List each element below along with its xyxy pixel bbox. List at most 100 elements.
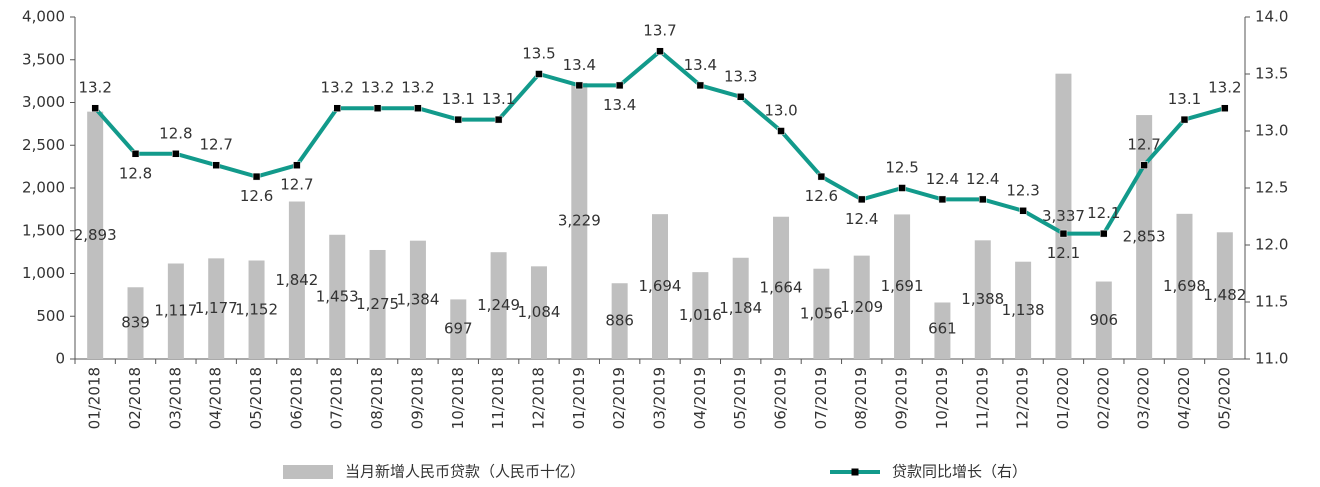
line-value-label: 13.4 bbox=[563, 56, 596, 74]
line-value-label: 13.2 bbox=[1208, 79, 1241, 97]
line-value-label: 12.3 bbox=[1006, 181, 1039, 199]
bar bbox=[329, 234, 346, 359]
legend-label: 贷款同比增长（右） bbox=[892, 463, 1027, 481]
line-value-label: 12.6 bbox=[240, 187, 273, 205]
bar-value-label: 906 bbox=[1089, 311, 1118, 329]
bar-value-label: 1,453 bbox=[316, 287, 359, 305]
x-tick-label: 09/2018 bbox=[408, 367, 426, 429]
bar-value-label: 1,184 bbox=[719, 299, 762, 317]
bar bbox=[1216, 232, 1233, 359]
bar-value-label: 3,229 bbox=[558, 211, 601, 229]
bar bbox=[127, 287, 144, 359]
line-value-label: 12.7 bbox=[200, 136, 233, 154]
y-tick-label: 1,500 bbox=[22, 221, 65, 239]
x-tick-label: 02/2018 bbox=[126, 367, 144, 429]
bar bbox=[530, 266, 547, 359]
x-tick-label: 06/2019 bbox=[772, 367, 790, 429]
x-tick-label: 07/2019 bbox=[812, 367, 830, 429]
y-tick-label: 2,000 bbox=[22, 179, 65, 197]
y2-tick-label: 12.5 bbox=[1255, 179, 1288, 197]
line-marker bbox=[212, 161, 220, 169]
x-tick-label: 06/2018 bbox=[287, 367, 305, 429]
bar bbox=[732, 257, 749, 359]
x-tick-label: 02/2019 bbox=[610, 367, 628, 429]
y-tick-label: 3,000 bbox=[22, 93, 65, 111]
bar bbox=[248, 260, 265, 359]
line-marker bbox=[656, 47, 664, 55]
line-marker bbox=[333, 104, 341, 112]
bar-value-label: 1,249 bbox=[477, 296, 520, 314]
x-tick-label: 03/2020 bbox=[1135, 367, 1153, 429]
line-value-label: 13.2 bbox=[361, 79, 394, 97]
bar-value-label: 1,842 bbox=[275, 271, 318, 289]
line-value-label: 12.4 bbox=[845, 210, 878, 228]
x-tick-label: 12/2018 bbox=[529, 367, 547, 429]
x-tick-label: 08/2018 bbox=[368, 367, 386, 429]
line-marker bbox=[535, 70, 543, 78]
line-value-label: 13.4 bbox=[684, 56, 717, 74]
x-tick-label: 04/2020 bbox=[1175, 367, 1193, 429]
line-value-label: 13.4 bbox=[603, 96, 636, 114]
bar-value-label: 2,853 bbox=[1123, 228, 1166, 246]
x-tick-label: 10/2018 bbox=[449, 367, 467, 429]
y2-tick-label: 11.5 bbox=[1255, 293, 1288, 311]
line-marker bbox=[1019, 207, 1027, 215]
bar-value-label: 886 bbox=[605, 312, 634, 330]
legend-swatch bbox=[283, 465, 333, 479]
y-tick-label: 500 bbox=[36, 307, 65, 325]
bar bbox=[1095, 281, 1112, 359]
line-value-label: 13.2 bbox=[401, 79, 434, 97]
line-marker bbox=[575, 81, 584, 90]
x-tick-label: 05/2018 bbox=[247, 367, 265, 429]
x-tick-label: 04/2018 bbox=[207, 367, 225, 429]
bar bbox=[208, 258, 225, 359]
x-tick-label: 04/2019 bbox=[691, 367, 709, 429]
line-marker bbox=[172, 150, 180, 158]
line-value-label: 12.4 bbox=[966, 170, 999, 188]
y-tick-label: 0 bbox=[55, 350, 65, 368]
bar bbox=[692, 272, 709, 359]
line-value-label: 12.8 bbox=[119, 164, 152, 182]
bar-value-label: 1,698 bbox=[1163, 277, 1206, 295]
line-value-label: 13.0 bbox=[764, 102, 797, 120]
line-marker bbox=[938, 195, 947, 204]
x-tick-label: 01/2019 bbox=[570, 367, 588, 429]
bar-value-label: 1,388 bbox=[961, 290, 1004, 308]
line-marker bbox=[91, 104, 99, 112]
bar-value-label: 1,056 bbox=[800, 304, 843, 322]
legend-marker bbox=[851, 468, 859, 476]
line-marker bbox=[857, 195, 866, 204]
line-marker bbox=[494, 115, 503, 124]
bar bbox=[894, 214, 911, 359]
bar bbox=[611, 283, 628, 359]
y-tick-label: 3,500 bbox=[22, 50, 65, 68]
bar-value-label: 3,337 bbox=[1042, 207, 1085, 225]
x-tick-label: 03/2019 bbox=[651, 367, 669, 429]
line-marker bbox=[131, 150, 140, 158]
line-marker bbox=[817, 172, 826, 181]
bar-value-label: 1,177 bbox=[195, 299, 238, 317]
x-tick-label: 07/2018 bbox=[328, 367, 346, 429]
bar bbox=[934, 302, 951, 359]
line-marker bbox=[898, 184, 906, 192]
y2-tick-label: 14.0 bbox=[1255, 8, 1288, 26]
legend-label: 当月新增人民币贷款（人民币十亿） bbox=[345, 463, 585, 481]
line-value-label: 13.2 bbox=[321, 79, 354, 97]
line-marker bbox=[1221, 104, 1229, 112]
bar-value-label: 1,117 bbox=[154, 302, 197, 320]
bar bbox=[1015, 261, 1032, 359]
bar bbox=[1055, 73, 1072, 360]
bar-value-label: 1,694 bbox=[639, 277, 682, 295]
line-marker bbox=[1100, 229, 1108, 238]
x-tick-label: 01/2020 bbox=[1054, 367, 1072, 429]
x-tick-label: 12/2019 bbox=[1014, 367, 1032, 429]
bar-value-label: 1,138 bbox=[1002, 301, 1045, 319]
x-tick-label: 05/2019 bbox=[731, 367, 749, 429]
bar bbox=[87, 111, 104, 359]
x-tick-label: 03/2018 bbox=[166, 367, 184, 429]
line-value-label: 12.1 bbox=[1047, 244, 1080, 262]
bar-value-label: 1,084 bbox=[517, 303, 560, 321]
line-marker bbox=[979, 195, 987, 204]
y2-tick-label: 11.0 bbox=[1255, 350, 1288, 368]
